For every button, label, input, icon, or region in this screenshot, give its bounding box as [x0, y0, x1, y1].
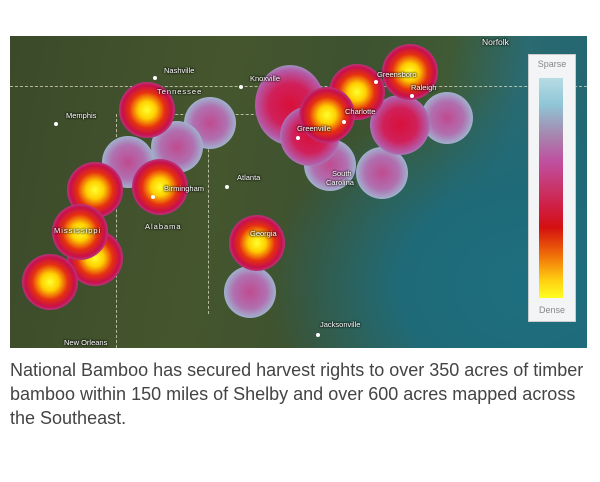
city-label: Greenville — [297, 124, 331, 133]
city-label: Knoxville — [250, 74, 281, 83]
legend-sparse-label: Sparse — [537, 59, 567, 69]
city-marker — [225, 185, 229, 189]
city-label: New Orleans — [64, 338, 108, 347]
state-label: Tennessee — [157, 87, 203, 96]
city-marker — [316, 333, 320, 337]
city-label: Greensboro — [377, 70, 417, 79]
city-marker — [342, 120, 346, 124]
heat-spot — [52, 204, 108, 260]
city-label: Norfolk — [482, 37, 509, 47]
heat-spot — [132, 159, 188, 215]
city-label: Jacksonville — [320, 320, 361, 329]
density-legend: Sparse Dense — [528, 54, 576, 322]
state-label: Alabama — [145, 222, 182, 231]
city-label: Birmingham — [164, 184, 205, 193]
heat-spot — [229, 215, 285, 271]
state-label: South — [332, 169, 352, 178]
state-border — [116, 114, 117, 348]
city-marker — [153, 76, 157, 80]
legend-dense-label: Dense — [538, 305, 565, 315]
city-marker — [54, 122, 58, 126]
state-label: Carolina — [326, 178, 354, 187]
heat-spot — [22, 254, 78, 310]
heat-spot — [421, 92, 473, 144]
city-marker — [410, 94, 414, 98]
city-label: Charlotte — [345, 107, 376, 116]
city-marker — [239, 85, 243, 89]
caption: National Bamboo has secured harvest righ… — [10, 360, 584, 428]
state-label: Mississippi — [54, 226, 102, 235]
city-label: Raleigh — [411, 83, 437, 92]
city-label: Atlanta — [237, 173, 261, 182]
city-label: Memphis — [66, 111, 97, 120]
city-marker — [151, 195, 155, 199]
city-label: Nashville — [164, 66, 195, 75]
heatmap-map[interactable]: Nashville Memphis Knoxville Birmingham A… — [10, 36, 587, 348]
heat-spot — [224, 266, 276, 318]
legend-gradient-bar — [539, 78, 563, 298]
state-label: Georgia — [250, 229, 277, 238]
state-border — [208, 114, 209, 314]
city-marker — [374, 80, 378, 84]
city-marker — [296, 136, 300, 140]
heat-spot — [119, 82, 175, 138]
heat-spot — [299, 87, 355, 143]
heat-spot — [382, 44, 438, 100]
heat-spot — [356, 147, 408, 199]
